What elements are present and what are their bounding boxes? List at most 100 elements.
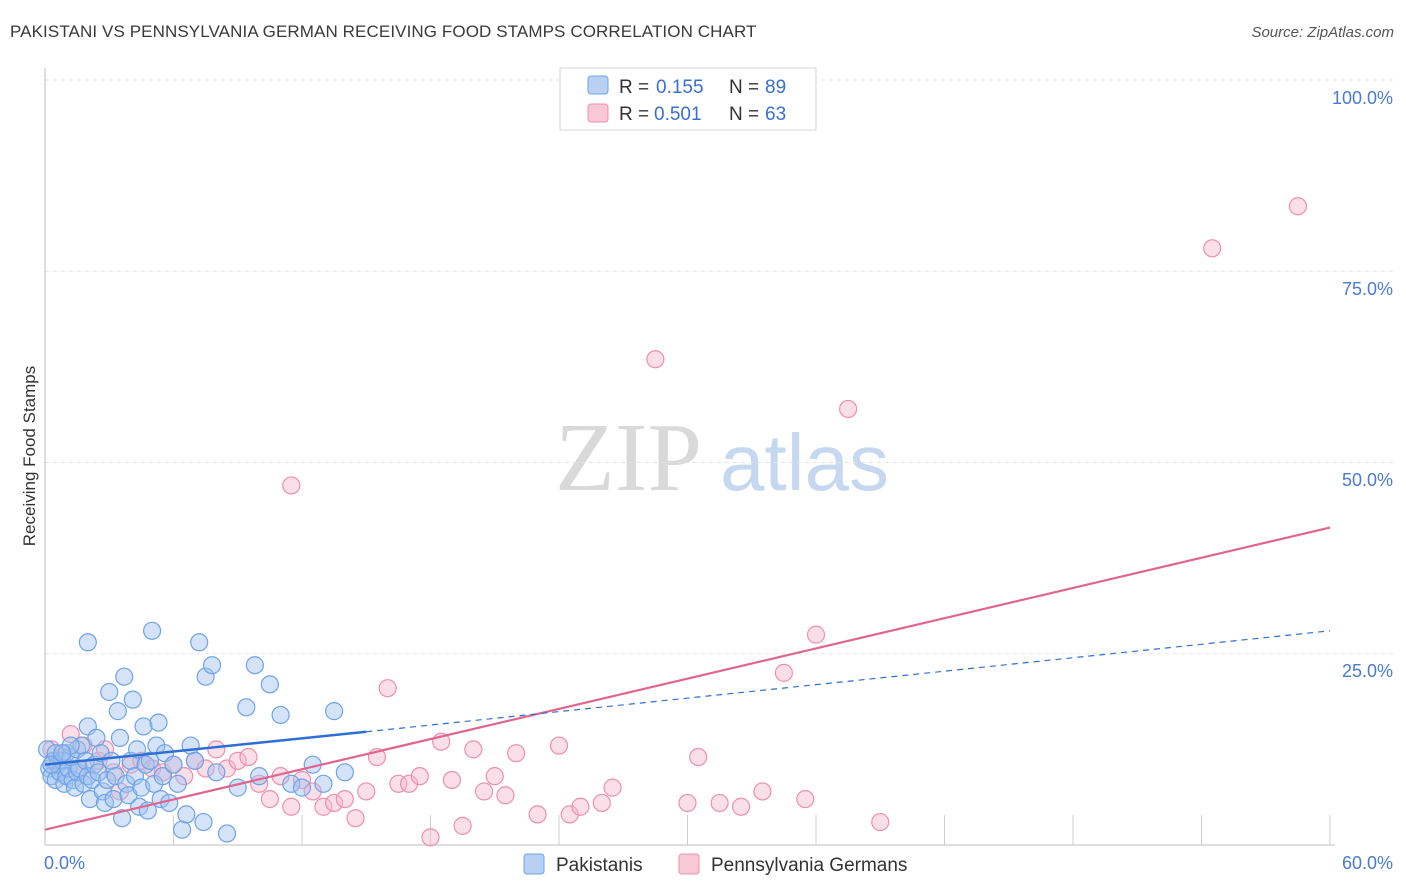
data-point bbox=[325, 793, 344, 813]
data-point bbox=[603, 778, 622, 797]
x-tick-label: 60.0% bbox=[1342, 853, 1393, 873]
data-point bbox=[421, 828, 440, 847]
data-point bbox=[1288, 197, 1307, 216]
data-point bbox=[207, 740, 226, 759]
bottom-legend-label-pakistanis: Pakistanis bbox=[556, 855, 643, 876]
data-point bbox=[185, 751, 205, 770]
data-point bbox=[194, 812, 213, 832]
legend-swatch-pennsylvania-germans bbox=[587, 103, 609, 123]
data-point bbox=[202, 656, 222, 675]
data-point bbox=[496, 786, 515, 805]
data-point bbox=[292, 770, 312, 790]
legend-n-value: 63 bbox=[765, 104, 786, 125]
chart-title: PAKISTANI VS PENNSYLVANIA GERMAN RECEIVI… bbox=[10, 22, 757, 41]
data-point bbox=[245, 656, 264, 675]
data-point bbox=[53, 744, 72, 763]
data-point bbox=[549, 736, 569, 755]
data-point bbox=[172, 820, 192, 839]
data-point bbox=[646, 350, 665, 369]
x-tick-label: 0.0% bbox=[44, 853, 85, 873]
data-point bbox=[282, 774, 301, 793]
legend-n-label: N = bbox=[729, 104, 759, 125]
watermark-zip: ZIP bbox=[555, 404, 702, 512]
data-point bbox=[271, 705, 290, 725]
data-point bbox=[282, 797, 301, 816]
data-point bbox=[196, 667, 215, 686]
trend-lines bbox=[44, 526, 1331, 831]
y-tick-label: 75.0% bbox=[1342, 279, 1393, 299]
data-point bbox=[125, 767, 145, 786]
data-point bbox=[100, 682, 119, 702]
data-point bbox=[177, 805, 196, 824]
legend-n-value: 89 bbox=[765, 77, 786, 98]
data-point bbox=[464, 740, 483, 759]
data-point bbox=[115, 667, 134, 686]
data-point bbox=[153, 767, 172, 786]
data-point bbox=[239, 747, 258, 767]
data-point bbox=[731, 797, 751, 816]
data-point bbox=[753, 782, 772, 801]
legend-r-label: R = bbox=[619, 77, 649, 98]
data-point bbox=[190, 633, 209, 652]
data-point bbox=[1203, 239, 1222, 258]
data-point bbox=[453, 816, 472, 835]
data-point bbox=[217, 824, 237, 843]
data-point bbox=[292, 778, 312, 797]
data-point bbox=[282, 476, 301, 495]
data-point bbox=[378, 679, 397, 698]
data-point bbox=[260, 789, 279, 809]
data-point bbox=[87, 728, 106, 748]
data-point bbox=[592, 793, 611, 813]
data-point bbox=[507, 744, 526, 763]
data-point bbox=[528, 805, 547, 824]
trend-line-pakistanis bbox=[44, 730, 367, 766]
data-point bbox=[123, 690, 142, 709]
data-point bbox=[149, 713, 168, 732]
data-point bbox=[806, 625, 826, 644]
data-point bbox=[774, 663, 793, 682]
data-point bbox=[59, 759, 78, 778]
data-point bbox=[228, 778, 247, 797]
data-point bbox=[134, 717, 153, 736]
data-point bbox=[335, 763, 354, 782]
bottom-legend-label-pennsylvania-germans: Pennsylvania Germans bbox=[711, 855, 907, 876]
data-point bbox=[95, 793, 115, 813]
bottom-legend-swatch-pennsylvania-germans bbox=[678, 853, 700, 875]
data-point bbox=[410, 767, 429, 786]
data-point bbox=[250, 767, 269, 786]
data-point bbox=[65, 778, 85, 797]
trend-line-pennsylvania-germans bbox=[44, 526, 1331, 831]
data-point bbox=[112, 809, 132, 828]
legend-r-value: 0.501 bbox=[654, 104, 702, 125]
series-pennsylvania-germans bbox=[42, 197, 1307, 847]
source-label: Source: ZipAtlas.com bbox=[1251, 24, 1394, 41]
data-point bbox=[357, 782, 376, 801]
y-tick-label: 100.0% bbox=[1332, 88, 1393, 108]
data-point bbox=[237, 698, 256, 717]
watermark-atlas: atlas bbox=[720, 418, 889, 507]
legend-box: R = 0.155 N = 89 R = 0.501 N = 63 bbox=[559, 67, 817, 131]
data-point bbox=[104, 789, 123, 809]
gridlines bbox=[44, 79, 1393, 845]
data-point bbox=[871, 812, 890, 832]
legend-swatch-pakistanis bbox=[587, 75, 609, 95]
data-point bbox=[228, 751, 247, 770]
data-point bbox=[168, 774, 187, 793]
data-point bbox=[164, 755, 183, 774]
data-point bbox=[796, 789, 815, 809]
y-axis-label: Receiving Food Stamps bbox=[20, 366, 39, 546]
legend-r-label: R = bbox=[619, 104, 649, 125]
data-point bbox=[108, 702, 127, 721]
data-point bbox=[325, 702, 344, 721]
data-point bbox=[346, 809, 365, 828]
series-pakistanis bbox=[38, 621, 354, 843]
data-point bbox=[335, 789, 354, 809]
data-point bbox=[442, 770, 462, 790]
bottom-legend-swatch-pakistanis bbox=[523, 853, 545, 875]
data-point bbox=[98, 770, 117, 790]
y-tick-label: 25.0% bbox=[1342, 661, 1393, 681]
data-point bbox=[260, 675, 279, 694]
legend-r-value: 0.155 bbox=[656, 77, 704, 98]
y-tick-label: 50.0% bbox=[1342, 470, 1393, 490]
